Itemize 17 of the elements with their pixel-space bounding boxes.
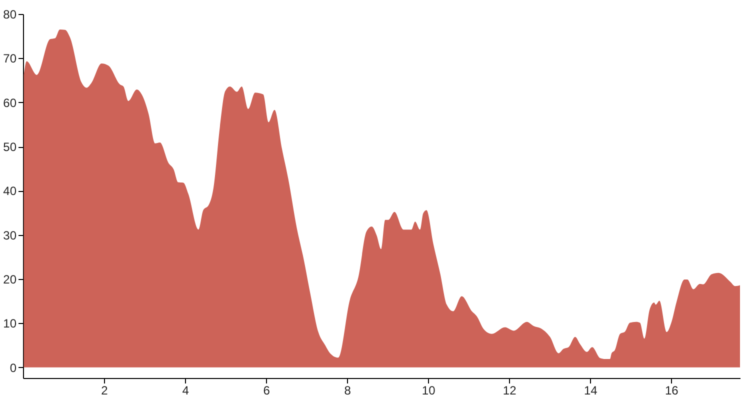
y-tick-label: 80 [3, 8, 17, 22]
y-tick-label: 30 [3, 228, 17, 242]
y-tick-label: 0 [10, 360, 17, 375]
y-tick-label: 50 [3, 140, 17, 154]
x-tick-label: 14 [584, 384, 598, 398]
y-tick-label: 40 [3, 184, 17, 198]
y-tick-label: 20 [3, 272, 17, 287]
y-tick-label: 70 [3, 52, 17, 66]
x-tick-label: 4 [182, 384, 190, 398]
x-tick-label: 2 [101, 384, 108, 398]
x-tick-label: 10 [422, 384, 436, 398]
y-tick-label: 60 [3, 96, 17, 110]
x-tick-label: 8 [344, 384, 352, 398]
x-tick-label: 6 [263, 384, 270, 398]
x-tick-label: 16 [664, 384, 679, 398]
x-tick-label: 12 [502, 384, 517, 398]
y-tick-label: 10 [3, 316, 17, 331]
